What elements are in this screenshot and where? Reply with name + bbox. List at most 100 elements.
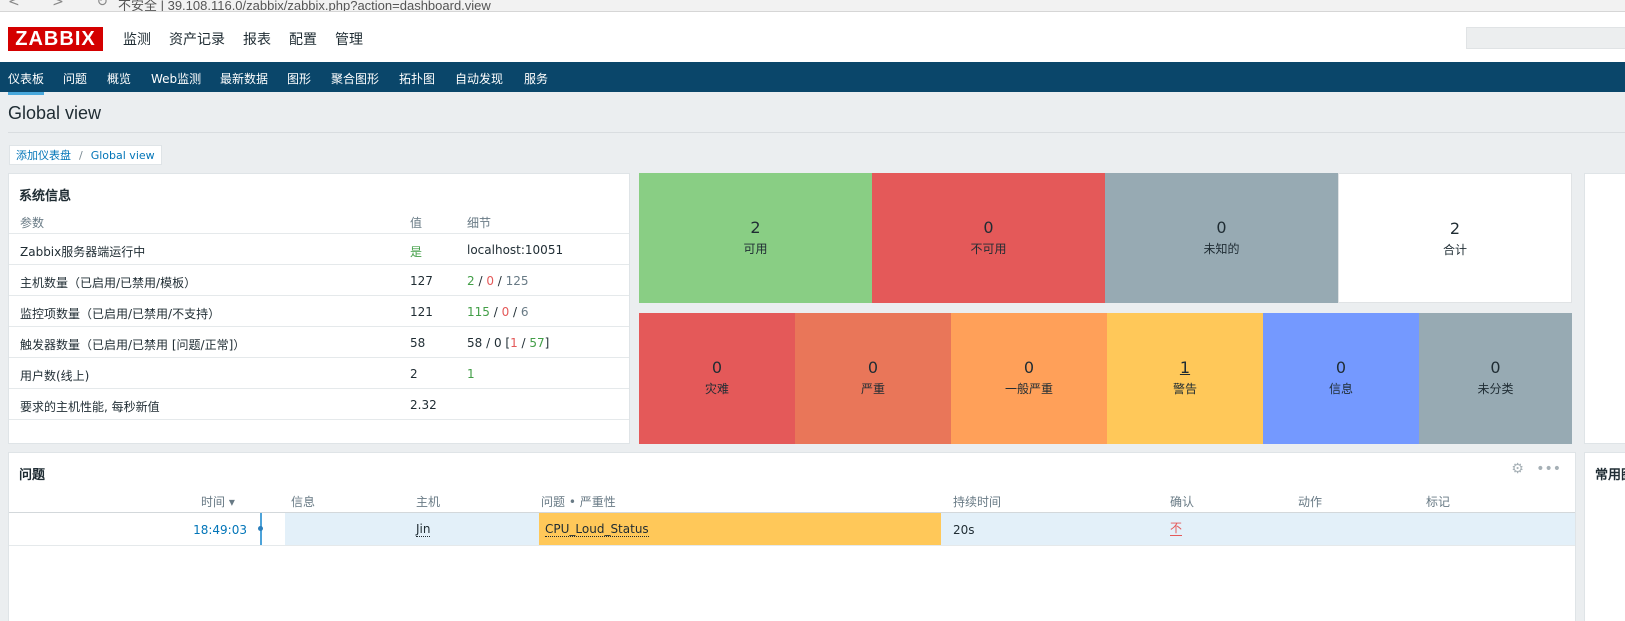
search-input[interactable] (1466, 27, 1625, 49)
column-header-problem-severity[interactable]: 问题 • 严重性 (541, 495, 616, 509)
problem-severity-cell: CPU_Loud_Status (539, 513, 941, 545)
problem-name[interactable]: CPU_Loud_Status (545, 522, 649, 537)
menu-configuration[interactable]: 配置 (289, 32, 317, 48)
available-label: 可用 (743, 242, 768, 256)
widget-title: 常用图 (1595, 468, 1625, 483)
problem-count: 1 (510, 336, 518, 350)
param-cell: Zabbix服务器端运行中 (20, 245, 146, 259)
warning-count[interactable]: 1 (1179, 358, 1191, 377)
menu-reports[interactable]: 报表 (243, 32, 271, 48)
submenu-problems[interactable]: 问题 (63, 72, 88, 86)
column-header-tags: 标记 (1426, 495, 1451, 509)
submenu-latest-data[interactable]: 最新数据 (220, 72, 269, 86)
unavailable-label: 不可用 (970, 242, 1007, 256)
gear-icon[interactable]: ⚙ (1511, 461, 1524, 477)
submenu-web[interactable]: Web监测 (151, 72, 202, 86)
problem-host[interactable]: Jin (416, 522, 431, 537)
host-availability-unknown[interactable]: 0 未知的 (1105, 173, 1338, 303)
detail-cell: 1 (467, 367, 475, 381)
not-classified-label: 未分类 (1477, 382, 1514, 396)
breadcrumb-dashboards-link[interactable]: 添加仪表盘 (16, 149, 71, 162)
sub-menu: 仪表板 问题 概览 Web监测 最新数据 图形 聚合图形 拓扑图 自动发现 服务 (0, 62, 1625, 95)
system-info-widget: 系统信息 参数 值 细节 Zabbix服务器端运行中 是 localhost:1… (8, 173, 630, 444)
severity-information[interactable]: 0 信息 (1263, 313, 1419, 444)
column-header-host[interactable]: 主机 (416, 495, 441, 509)
row-divider (9, 545, 1575, 546)
value-cell: 是 (410, 245, 423, 259)
more-icon[interactable]: ••• (1536, 461, 1561, 477)
submenu-graphs[interactable]: 图形 (287, 72, 312, 86)
top-header: ZABBIX 监测 资产记录 报表 配置 管理 (0, 12, 1625, 62)
host-availability-unavailable[interactable]: 0 不可用 (872, 173, 1105, 303)
submenu-services[interactable]: 服务 (524, 72, 549, 86)
breadcrumb-separator: / (79, 148, 83, 162)
problem-duration: 20s (953, 523, 975, 537)
column-header-info: 信息 (291, 495, 316, 509)
severity-high[interactable]: 0 严重 (795, 313, 951, 444)
value-cell: 2.32 (410, 398, 437, 412)
column-header-parameter: 参数 (20, 216, 45, 230)
submenu-dashboard[interactable]: 仪表板 (8, 72, 45, 95)
severity-disaster[interactable]: 0 灾难 (639, 313, 795, 444)
detail-cell: 58 / 0 [1 / 57] (467, 336, 549, 350)
separator: / (489, 305, 502, 319)
unknown-count: 0 (1216, 218, 1227, 237)
information-count: 0 (1335, 358, 1347, 377)
table-row: 触发器数量（已启用/已禁用 [问题/正常]） 58 58 / 0 [1 / 57… (9, 326, 629, 357)
ok-count: 57 (529, 336, 545, 350)
severity-not-classified[interactable]: 0 未分类 (1419, 313, 1572, 444)
warning-label: 警告 (1172, 382, 1197, 396)
submenu-maps[interactable]: 拓扑图 (399, 72, 436, 86)
table-row: 监控项数量（已启用/已禁用/不支持） 121 115 / 0 / 6 (9, 295, 629, 326)
column-header-ack: 确认 (1170, 495, 1195, 509)
browser-url[interactable]: 不安全 | 39.108.116.0/zabbix/zabbix.php?act… (118, 0, 491, 12)
host-availability-total[interactable]: 2 合计 (1338, 173, 1572, 303)
header-divider (9, 512, 1575, 513)
total-label: 合计 (1442, 243, 1467, 257)
total-count: 2 (1449, 219, 1461, 238)
column-header-duration: 持续时间 (953, 495, 1002, 509)
clock-widget (1584, 173, 1625, 444)
severity-average[interactable]: 0 一般严重 (951, 313, 1107, 444)
unknown-label: 未知的 (1203, 242, 1240, 256)
bracket: ] (544, 336, 550, 350)
separator: / (493, 274, 506, 288)
unsupported-count: 6 (520, 305, 529, 319)
column-header-details: 细节 (467, 216, 492, 230)
column-header-time[interactable]: 时间 ▾ (201, 495, 235, 509)
enabled-count: 115 (467, 305, 490, 319)
severity-warning[interactable]: 1 警告 (1107, 313, 1263, 444)
table-row: 用户数(线上) 2 1 (9, 357, 629, 388)
menu-administration[interactable]: 管理 (335, 32, 363, 48)
table-row: 要求的主机性能, 每秒新值 2.32 (9, 388, 629, 419)
submenu-overview[interactable]: 概览 (107, 72, 132, 86)
favorite-graphs-widget: 常用图 (1584, 452, 1625, 621)
submenu-discovery[interactable]: 自动发现 (455, 72, 504, 86)
average-label: 一般严重 (1004, 382, 1053, 396)
disaster-count: 0 (711, 358, 723, 377)
menu-monitoring[interactable]: 监测 (123, 32, 151, 48)
submenu-screens[interactable]: 聚合图形 (331, 72, 380, 86)
host-availability-available[interactable]: 2 可用 (639, 173, 872, 303)
timeline-marker (258, 513, 263, 545)
param-cell: 触发器数量（已启用/已禁用 [问题/正常]） (20, 338, 246, 352)
browser-nav-icons[interactable]: < > ↻ (8, 0, 123, 10)
high-label: 严重 (860, 382, 885, 396)
problem-ack-link[interactable]: 不 (1170, 521, 1183, 536)
table-row: 主机数量（已启用/已禁用/模板） 127 2 / 0 / 125 (9, 264, 629, 295)
problems-widget: 问题 ⚙ ••• 时间 ▾ 信息 主机 问题 • 严重性 持续时间 确认 动作 … (8, 452, 1576, 621)
disaster-label: 灾难 (704, 382, 729, 396)
problem-time[interactable]: 18:49:03 (9, 513, 261, 545)
template-count: 125 (505, 274, 529, 288)
table-row: 18:49:03 Jin CPU_Loud_Status 20s 不 (9, 513, 1575, 545)
breadcrumb: 添加仪表盘 / Global view (9, 145, 162, 165)
unavailable-count: 0 (983, 218, 994, 237)
column-header-value: 值 (410, 216, 423, 230)
disabled-count: 0 (501, 305, 510, 319)
zabbix-logo[interactable]: ZABBIX (8, 27, 103, 51)
value-cell: 127 (410, 274, 433, 288)
separator: / (474, 274, 487, 288)
menu-inventory[interactable]: 资产记录 (169, 32, 225, 48)
breadcrumb-current[interactable]: Global view (90, 148, 155, 162)
column-header-actions: 动作 (1298, 495, 1323, 509)
